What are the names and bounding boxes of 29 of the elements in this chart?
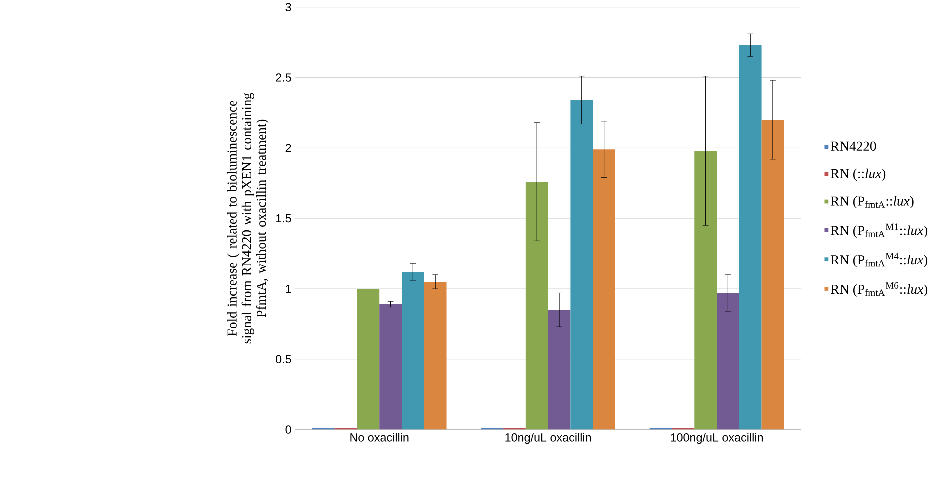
bar: [717, 293, 740, 430]
x-tick-label: No oxacillin: [350, 433, 409, 442]
y-tick-label: 2: [286, 144, 292, 152]
x-tick-label: 100ng/uL oxacillin: [671, 433, 763, 444]
bar: [357, 289, 380, 430]
y-axis-title: Fold increase ( related to bioluminescence signal from RN4220 with pXEN1 containing PfmtA, without oxacillin treatment): [227, 93, 269, 344]
legend-label: RN (P$_{fmtA}$$^{M6}$::lux): [830, 282, 928, 298]
bar: [570, 100, 594, 430]
legend-label: RN (P$_{fmtA}$$^{M1}$::lux): [830, 224, 928, 238]
x-tick-label: 10ng/uL oxacillin: [506, 433, 592, 444]
y-tick-label: 1: [286, 285, 292, 294]
bar: [380, 304, 402, 430]
bar: [402, 272, 424, 430]
bar: [526, 182, 548, 430]
y-tick-label: 3: [286, 3, 292, 12]
y-tick-label: 2.5: [276, 74, 292, 82]
legend-label: RN4220: [830, 142, 876, 152]
bar: [762, 120, 784, 430]
bar: [694, 151, 718, 430]
y-tick-label: 0.5: [276, 355, 292, 364]
legend-label: RN (P$_{fmtA}$::lux): [830, 196, 914, 209]
bar: [739, 46, 762, 430]
bar: [593, 150, 616, 430]
y-tick-label: 0: [286, 426, 292, 434]
bar: [424, 282, 447, 430]
y-tick-label: 1.5: [276, 214, 292, 223]
bar: [548, 310, 571, 430]
legend-label: RN (::lux): [830, 169, 886, 182]
legend-label: RN (P$_{fmtA}$$^{M4}$::lux): [830, 253, 928, 268]
